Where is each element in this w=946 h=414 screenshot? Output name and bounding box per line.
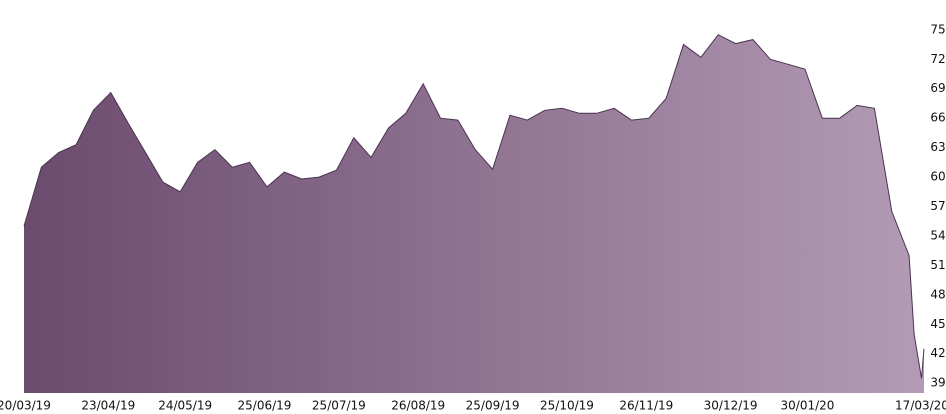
y-tick-label: 75 [930, 22, 945, 36]
y-tick-label: 69 [930, 81, 945, 95]
x-tick-label: 24/05/19 [158, 399, 212, 413]
y-tick-label: 60 [930, 170, 945, 184]
x-tick-label: 30/01/20 [781, 399, 835, 413]
y-tick-label: 42 [930, 346, 945, 360]
x-tick-label: 26/08/19 [391, 399, 445, 413]
y-tick-label: 72 [930, 52, 945, 66]
area [24, 34, 924, 393]
y-tick-label: 57 [930, 199, 945, 213]
x-tick-label: 25/07/19 [312, 399, 366, 413]
y-tick-label: 48 [930, 287, 945, 301]
x-tick-label: 23/04/19 [81, 399, 135, 413]
y-tick-label: 54 [930, 228, 945, 242]
x-tick-label: 26/11/19 [619, 399, 673, 413]
x-tick-label: 30/12/19 [704, 399, 758, 413]
y-tick-label: 51 [930, 258, 945, 272]
x-tick-label: 20/03/19 [0, 399, 51, 413]
y-tick-label: 63 [930, 140, 945, 154]
x-tick-label: 25/10/19 [540, 399, 594, 413]
y-tick-label: 45 [930, 317, 945, 331]
x-tick-label: 25/06/19 [238, 399, 292, 413]
y-tick-label: 66 [930, 111, 945, 125]
x-tick-label: 17/03/20 [895, 399, 946, 413]
y-tick-label: 39 [930, 376, 945, 390]
x-tick-label: 25/09/19 [466, 399, 520, 413]
line [23, 34, 925, 379]
